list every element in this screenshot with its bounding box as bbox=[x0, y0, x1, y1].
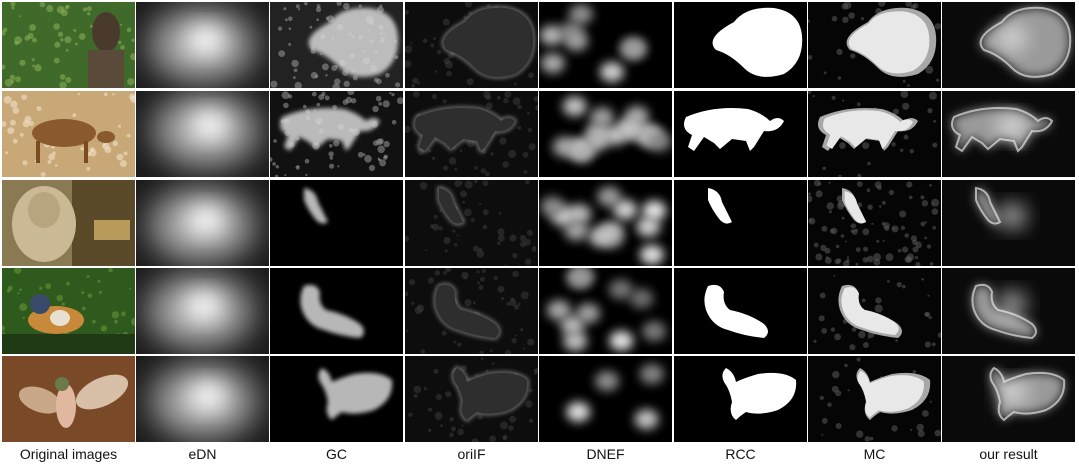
dnef-statue-image bbox=[539, 2, 672, 88]
original-sheep-image bbox=[2, 180, 135, 266]
column-label-gc: GC bbox=[326, 446, 347, 462]
original-statue-image bbox=[2, 2, 135, 88]
column-label-ours: our result bbox=[979, 446, 1038, 462]
column-label-mc: MC bbox=[863, 446, 886, 462]
oriif-statue-image bbox=[405, 2, 538, 88]
edn-duck-image bbox=[136, 268, 269, 354]
oriif-sheep-image bbox=[405, 180, 538, 266]
oriif-duck-image bbox=[405, 268, 538, 354]
mc-duck-image bbox=[808, 268, 941, 354]
mc-statue-image bbox=[808, 2, 941, 88]
ours-statue-image bbox=[942, 2, 1075, 88]
dnef-hummingbird-image bbox=[539, 356, 672, 442]
dnef-duck-image bbox=[539, 268, 672, 354]
rcc-hummingbird-image bbox=[674, 356, 807, 442]
column-label-rcc: RCC bbox=[725, 446, 756, 462]
rcc-sheep-image bbox=[674, 180, 807, 266]
column-label-edn: eDN bbox=[188, 446, 217, 462]
ours-deer-image bbox=[942, 91, 1075, 177]
gc-sheep-image bbox=[270, 180, 403, 266]
gc-statue-image bbox=[270, 2, 403, 88]
gc-hummingbird-image bbox=[270, 356, 403, 442]
mc-hummingbird-image bbox=[808, 356, 941, 442]
oriif-deer-image bbox=[405, 91, 538, 177]
column-label-oriif: oriIF bbox=[457, 446, 486, 462]
edn-hummingbird-image bbox=[136, 356, 269, 442]
gc-deer-image bbox=[270, 91, 403, 177]
ours-sheep-image bbox=[942, 180, 1075, 266]
mc-sheep-image bbox=[808, 180, 941, 266]
ours-hummingbird-image bbox=[942, 356, 1075, 442]
original-hummingbird-image bbox=[2, 356, 135, 442]
dnef-deer-image bbox=[539, 91, 672, 177]
column-label-original: Original images bbox=[19, 446, 118, 462]
oriif-hummingbird-image bbox=[405, 356, 538, 442]
ours-duck-image bbox=[942, 268, 1075, 354]
original-deer-image bbox=[2, 91, 135, 177]
edn-statue-image bbox=[136, 2, 269, 88]
gc-duck-image bbox=[270, 268, 403, 354]
rcc-duck-image bbox=[674, 268, 807, 354]
edn-sheep-image bbox=[136, 180, 269, 266]
original-duck-image bbox=[2, 268, 135, 354]
rcc-deer-image bbox=[674, 91, 807, 177]
column-label-dnef: DNEF bbox=[586, 446, 625, 462]
rcc-statue-image bbox=[674, 2, 807, 88]
edn-deer-image bbox=[136, 91, 269, 177]
mc-deer-image bbox=[808, 91, 941, 177]
dnef-sheep-image bbox=[539, 180, 672, 266]
